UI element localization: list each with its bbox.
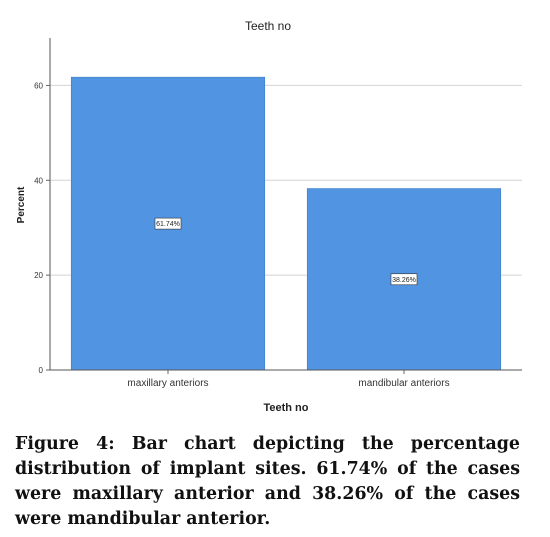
data-label-1: 61.74%	[156, 221, 180, 228]
x-category-labels: maxillary anteriors mandibular anteriors	[127, 370, 450, 389]
data-label-box-1	[154, 217, 182, 230]
x-axis-label: Teeth no	[263, 402, 308, 414]
caption-label: Figure 4:	[15, 434, 115, 454]
y-tick-label-0: 0	[39, 366, 44, 375]
bars	[70, 76, 502, 371]
axes	[49, 38, 522, 371]
data-labels: 61.74% 38.26%	[154, 217, 418, 286]
x-category-label-1: maxillary anteriors	[127, 378, 208, 389]
x-category-label-2: mandibular anteriors	[358, 378, 449, 389]
bar-chart: Teeth no Percent Teeth no 0 20 40 60 maxill…	[16, 19, 522, 414]
chart-title: Teeth no	[245, 19, 291, 33]
y-tick-label-20: 20	[34, 271, 43, 280]
data-label-box-2	[390, 273, 418, 286]
y-tick-label-40: 40	[34, 176, 43, 185]
y-axis-label: Percent	[16, 186, 27, 223]
caption-text: Bar chart depicting the percentage distr…	[15, 434, 520, 529]
figure-caption: Figure 4: Bar chart depicting the percen…	[15, 432, 520, 532]
y-ticks: 0 20 40 60	[34, 81, 50, 375]
y-tick-label-60: 60	[34, 81, 43, 90]
data-label-2: 38.26%	[392, 277, 416, 284]
